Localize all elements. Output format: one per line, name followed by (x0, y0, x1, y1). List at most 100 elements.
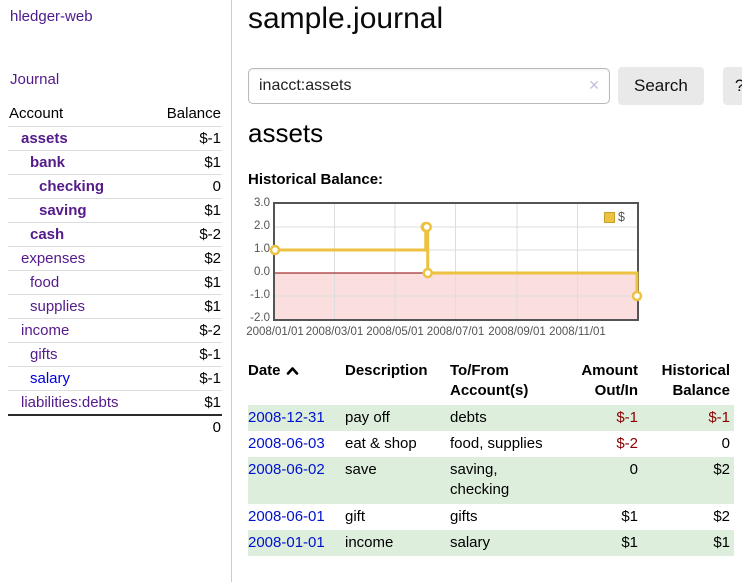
x-axis-tick-label: 2008/07/01 (426, 326, 485, 338)
balance-cell: $1 (713, 533, 730, 551)
y-axis-tick-label: 0.0 (254, 266, 270, 278)
account-name-cell: expenses (8, 247, 150, 271)
main-content: sample.journal ✕ Search ? assets Histori… (232, 0, 742, 582)
register-header-row: Date Description To/From Account(s) Amou… (248, 358, 734, 405)
description-cell: pay off (345, 408, 390, 426)
date-cell: 2008-06-01 (248, 504, 345, 530)
column-header-accounts: To/From Account(s) (450, 362, 529, 400)
account-name-cell: liabilities:debts (8, 391, 150, 416)
date-cell: 2008-06-02 (248, 457, 345, 504)
account-row: income $-2 (8, 318, 222, 343)
chart-plot-area (269, 202, 643, 321)
chart-canvas (269, 204, 643, 319)
description-cell: save (345, 461, 377, 478)
search-input[interactable] (248, 68, 610, 104)
account-row: supplies $1 (8, 294, 222, 319)
amount-cell: $-1 (616, 408, 638, 426)
account-balance: $-1 (199, 370, 221, 387)
account-link[interactable]: saving (39, 202, 87, 219)
accounts-cell: debts (450, 408, 487, 426)
account-link[interactable]: checking (39, 178, 105, 195)
amount-cell: $-2 (616, 434, 638, 452)
sidebar: hledger-web Journal Account Balance asse… (0, 0, 232, 582)
account-link[interactable]: liabilities:debts (21, 394, 119, 411)
search-form: ✕ Search ? (248, 67, 742, 105)
sidebar-item-journal[interactable]: Journal (10, 71, 60, 88)
chart-legend: $ (604, 210, 625, 224)
transaction-date-link[interactable]: 2008-06-02 (248, 461, 325, 478)
account-link[interactable]: bank (30, 154, 66, 171)
account-link[interactable]: cash (30, 226, 65, 243)
transaction-date-link[interactable]: 2008-06-01 (248, 507, 325, 525)
y-axis-tick-label: -2.0 (250, 312, 270, 324)
account-name-cell: bank (8, 151, 150, 175)
account-row: salary $-1 (8, 366, 222, 391)
account-balance: $-1 (199, 346, 221, 363)
balance-cell: 0 (721, 434, 730, 452)
date-cell: 2008-12-31 (248, 405, 345, 431)
app-title-link[interactable]: hledger-web (10, 8, 93, 25)
search-box: ✕ (248, 68, 610, 104)
account-row: saving $1 (8, 198, 222, 223)
account-balance: $1 (204, 394, 221, 411)
page-title: sample.journal (248, 2, 444, 35)
register-table: Date Description To/From Account(s) Amou… (248, 358, 734, 556)
balance-cell: $-1 (708, 408, 730, 426)
account-name-cell: checking (8, 175, 150, 199)
account-balance: $1 (204, 154, 221, 171)
amount-cell: $1 (621, 507, 638, 525)
account-column-header: Account (9, 105, 64, 122)
y-axis-tick-label: -1.0 (250, 289, 270, 301)
transaction-date-link[interactable]: 2008-01-01 (248, 533, 325, 551)
account-link[interactable]: gifts (30, 346, 58, 363)
register-row: 2008-06-01 gift gifts $1 $2 (248, 504, 734, 530)
amount-cell: 0 (629, 461, 638, 478)
x-axis-tick-label: 2008/01/01 (246, 326, 304, 338)
account-link[interactable]: supplies (30, 298, 86, 315)
column-header-amount: Amount Out/In (581, 362, 638, 400)
balance-cell: $2 (713, 461, 730, 478)
account-name-cell: salary (8, 367, 150, 391)
account-balance: $-2 (199, 322, 221, 339)
transaction-date-link[interactable]: 2008-06-03 (248, 434, 325, 452)
account-balance: 0 (212, 178, 221, 195)
account-row: checking 0 (8, 174, 222, 199)
accounts-total-balance: 0 (212, 419, 221, 436)
account-link[interactable]: assets (21, 130, 68, 147)
accounts-table: Account Balance assets $-1 bank $1 checking 0… (8, 101, 222, 439)
date-cell: 2008-01-01 (248, 530, 345, 556)
register-row: 2008-01-01 income salary $1 $1 (248, 529, 734, 556)
account-link[interactable]: expenses (21, 250, 86, 267)
accounts-cell: gifts (450, 507, 478, 525)
register-row: 2008-12-31 pay off debts $-1 $-1 (248, 404, 734, 431)
account-balance: $-2 (199, 226, 221, 243)
accounts-cell: saving, checking (450, 461, 510, 499)
account-link[interactable]: salary (30, 370, 71, 387)
description-cell: eat & shop (345, 434, 417, 452)
column-header-balance: Historical Balance (661, 362, 730, 400)
account-link[interactable]: income (21, 322, 70, 339)
y-axis-tick-label: 1.0 (254, 243, 270, 255)
x-axis-tick-label: 2008/09/01 (488, 326, 546, 338)
account-balance: $1 (204, 202, 221, 219)
sort-ascending-icon (286, 367, 298, 375)
transaction-date-link[interactable]: 2008-12-31 (248, 408, 325, 426)
balance-cell: $2 (713, 507, 730, 525)
account-link[interactable]: food (30, 274, 60, 291)
x-axis-tick-label: 2008/05/01 (366, 326, 424, 338)
date-cell: 2008-06-03 (248, 431, 345, 457)
y-axis-tick-label: 3.0 (254, 197, 270, 209)
register-row: 2008-06-02 save saving, checking 0 $2 (248, 457, 734, 504)
search-button[interactable]: Search (618, 67, 704, 105)
accounts-total-spacer (8, 415, 150, 439)
register-row: 2008-06-03 eat & shop food, supplies $-2 0 (248, 431, 734, 457)
account-balance: $2 (204, 250, 221, 267)
y-axis-tick-label: 2.0 (254, 220, 270, 232)
column-header-date[interactable]: Date (248, 358, 345, 405)
accounts-total-row: 0 (8, 415, 222, 439)
help-button[interactable]: ? (722, 67, 742, 105)
chart-label: Historical Balance: (248, 171, 384, 188)
x-axis-tick-label: 2008/03/01 (305, 326, 364, 338)
clear-search-icon[interactable]: ✕ (588, 77, 600, 93)
accounts-table-header: Account Balance (8, 101, 222, 127)
